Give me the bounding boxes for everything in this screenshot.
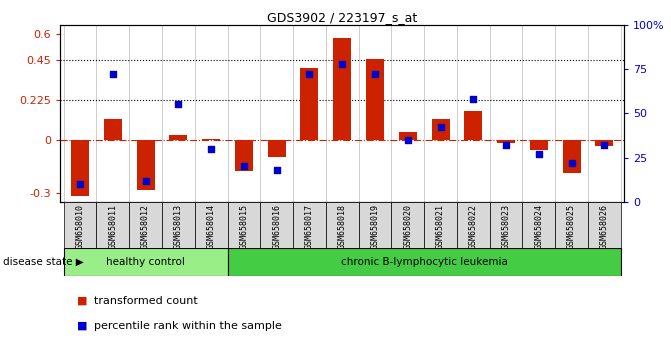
Text: GSM658020: GSM658020 xyxy=(403,204,412,249)
Bar xyxy=(64,248,227,276)
Text: disease state ▶: disease state ▶ xyxy=(3,257,84,267)
Bar xyxy=(64,202,97,248)
Text: GSM658012: GSM658012 xyxy=(141,204,150,249)
Point xyxy=(173,102,184,107)
Text: healthy control: healthy control xyxy=(106,257,185,267)
Bar xyxy=(530,140,548,149)
Bar xyxy=(162,202,195,248)
Title: GDS3902 / 223197_s_at: GDS3902 / 223197_s_at xyxy=(267,11,417,24)
Point xyxy=(238,164,249,169)
Text: GSM658026: GSM658026 xyxy=(600,204,609,249)
Text: GSM658019: GSM658019 xyxy=(370,204,380,249)
Text: GSM658011: GSM658011 xyxy=(108,204,117,249)
Text: transformed count: transformed count xyxy=(94,296,198,306)
Bar xyxy=(555,202,588,248)
Bar xyxy=(424,202,457,248)
Point xyxy=(599,142,610,148)
Point xyxy=(370,72,380,77)
Bar xyxy=(457,202,490,248)
Point xyxy=(566,160,577,166)
Text: GSM658023: GSM658023 xyxy=(501,204,511,249)
Bar xyxy=(195,202,227,248)
Text: GSM658016: GSM658016 xyxy=(272,204,281,249)
Bar xyxy=(235,140,253,171)
Bar xyxy=(523,202,555,248)
Bar xyxy=(130,202,162,248)
Point xyxy=(435,125,446,130)
Text: chronic B-lymphocytic leukemia: chronic B-lymphocytic leukemia xyxy=(341,257,507,267)
Bar xyxy=(490,202,523,248)
Bar xyxy=(293,202,326,248)
Text: GSM658018: GSM658018 xyxy=(338,204,347,249)
Bar xyxy=(366,59,384,140)
Point xyxy=(403,137,413,143)
Bar xyxy=(71,140,89,195)
Bar xyxy=(137,140,154,190)
Text: percentile rank within the sample: percentile rank within the sample xyxy=(94,321,282,331)
Bar xyxy=(97,202,130,248)
Point xyxy=(140,178,151,183)
Text: GSM658014: GSM658014 xyxy=(207,204,215,249)
Point xyxy=(304,72,315,77)
Bar xyxy=(268,140,286,156)
Bar xyxy=(202,139,220,140)
Text: GSM658013: GSM658013 xyxy=(174,204,183,249)
Point xyxy=(533,151,544,157)
Point xyxy=(271,167,282,173)
Point xyxy=(107,72,118,77)
Bar xyxy=(464,110,482,140)
Bar xyxy=(399,132,417,140)
Bar xyxy=(104,120,122,140)
Text: ■: ■ xyxy=(77,296,88,306)
Point xyxy=(501,142,511,148)
Bar xyxy=(301,68,319,140)
Bar xyxy=(169,135,187,140)
Bar xyxy=(562,140,580,173)
Text: ■: ■ xyxy=(77,321,88,331)
Bar xyxy=(333,38,351,140)
Bar xyxy=(595,140,613,146)
Bar xyxy=(227,202,260,248)
Text: GSM658010: GSM658010 xyxy=(76,204,85,249)
Bar xyxy=(227,248,621,276)
Bar xyxy=(497,140,515,143)
Text: GSM658015: GSM658015 xyxy=(240,204,248,249)
Point xyxy=(468,96,478,102)
Bar xyxy=(391,202,424,248)
Bar xyxy=(326,202,358,248)
Text: GSM658021: GSM658021 xyxy=(436,204,445,249)
Bar xyxy=(358,202,391,248)
Bar xyxy=(431,120,450,140)
Point xyxy=(74,181,85,187)
Point xyxy=(337,61,348,67)
Text: GSM658022: GSM658022 xyxy=(469,204,478,249)
Text: GSM658025: GSM658025 xyxy=(567,204,576,249)
Text: GSM658017: GSM658017 xyxy=(305,204,314,249)
Bar xyxy=(260,202,293,248)
Text: GSM658024: GSM658024 xyxy=(534,204,544,249)
Bar xyxy=(588,202,621,248)
Point xyxy=(206,146,217,152)
